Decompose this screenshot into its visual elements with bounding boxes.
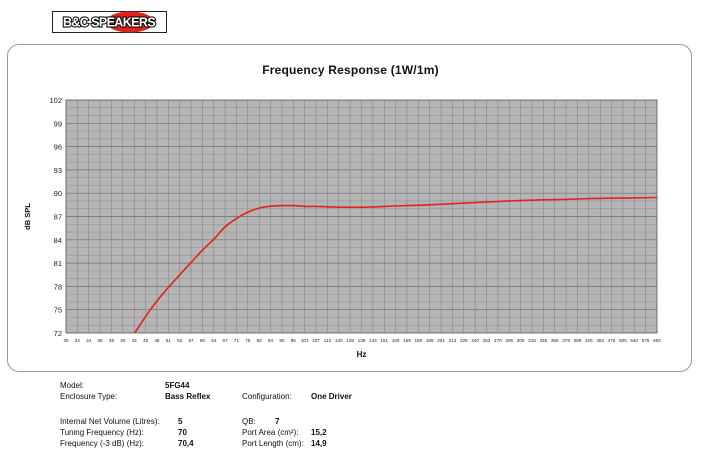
x-tick-label: 450 [596, 338, 604, 343]
y-tick-label: 87 [54, 213, 62, 222]
x-tick-label: 300 [517, 338, 525, 343]
x-tick-label: 36 [98, 338, 104, 343]
x-tick-label: 101 [301, 338, 309, 343]
configuration-value: One Driver [311, 392, 352, 401]
port-length-value: 14,9 [311, 439, 327, 448]
x-tick-label: 38 [109, 338, 115, 343]
y-axis-label: dB SPL [23, 203, 32, 230]
enclosure-label: Enclosure Type: [60, 392, 118, 401]
x-tick-label: 67 [223, 338, 229, 343]
y-tick-label: 99 [54, 119, 62, 128]
x-tick-label: 425 [585, 338, 593, 343]
x-tick-label: 60 [200, 338, 206, 343]
x-tick-label: 575 [642, 338, 650, 343]
x-tick-label: 378 [562, 338, 570, 343]
x-tick-label: 225 [460, 338, 468, 343]
x-tick-label: 128 [346, 338, 354, 343]
x-tick-label: 34 [86, 338, 92, 343]
x-tick-label: 253 [483, 338, 491, 343]
x-tick-label: 151 [380, 338, 388, 343]
y-tick-label: 102 [49, 96, 62, 105]
x-tick-label: 169 [403, 338, 411, 343]
x-tick-label: 51 [166, 338, 172, 343]
x-tick-label: 54 [177, 338, 183, 343]
volume-value: 5 [178, 417, 183, 426]
model-label: Model: [60, 381, 85, 390]
x-tick-label: 356 [551, 338, 559, 343]
bc-speakers-logo: B&C SPEAKERS [52, 11, 167, 33]
svg-text:B&C SPEAKERS: B&C SPEAKERS [63, 16, 155, 30]
configuration-label: Configuration: [242, 392, 292, 401]
x-tick-label: 84 [268, 338, 274, 343]
x-tick-label: 240 [471, 338, 479, 343]
volume-label: Internal Net Volume (Litres): [60, 417, 160, 426]
y-tick-label: 78 [54, 282, 62, 291]
x-tick-label: 45 [143, 338, 149, 343]
y-tick-label: 75 [54, 306, 62, 315]
x-tick-label: 135 [358, 338, 366, 343]
x-axis-label: Hz [357, 350, 367, 359]
y-tick-label: 90 [54, 189, 62, 198]
x-tick-label: 213 [449, 338, 457, 343]
x-tick-label: 398 [574, 338, 582, 343]
x-tick-label: 201 [437, 338, 445, 343]
x-tick-label: 40 [120, 338, 126, 343]
x-tick-label: 80 [257, 338, 263, 343]
f3-label: Frequency (-3 dB) (Hz): [60, 439, 145, 448]
tuning-label: Tuning Frequency (Hz): [60, 428, 144, 437]
qb-value: 7 [275, 417, 280, 426]
x-tick-label: 71 [234, 338, 240, 343]
x-tick-label: 270 [494, 338, 502, 343]
x-tick-label: 159 [392, 338, 400, 343]
enclosure-value: Bass Reflex [165, 392, 211, 401]
port-length-label: Port Length (cm): [242, 439, 304, 448]
y-tick-label: 72 [54, 329, 62, 338]
y-tick-label: 93 [54, 166, 62, 175]
port-area-value: 15,2 [311, 428, 327, 437]
series-line [134, 196, 658, 334]
x-tick-label: 336 [540, 338, 548, 343]
x-tick-label: 32 [75, 338, 81, 343]
y-tick-label: 96 [54, 143, 62, 152]
qb-label: QB: [242, 417, 256, 426]
frequency-response-chart: 72 75 78 81 84 87 90 93 96 99 102 30 32 34 36 38 40 42 45 4… [23, 96, 661, 359]
x-tick-label: 57 [188, 338, 194, 343]
chart-title: Frequency Response (1W/1m) [262, 63, 439, 77]
x-tick-label: 475 [608, 338, 616, 343]
x-tick-label: 540 [630, 338, 638, 343]
x-tick-label: 120 [335, 338, 343, 343]
x-tick-label: 318 [528, 338, 536, 343]
tuning-value: 70 [178, 428, 187, 437]
x-tick-label: 500 [619, 338, 627, 343]
port-area-label: Port Area (cm²): [242, 428, 299, 437]
x-tick-label: 75 [245, 338, 251, 343]
x-tick-label: 42 [132, 338, 138, 343]
f3-value: 70,4 [178, 439, 194, 448]
x-tick-label: 64 [211, 338, 217, 343]
x-tick-label: 189 [426, 338, 434, 343]
x-tick-label: 30 [63, 338, 69, 343]
x-tick-label: 113 [324, 338, 332, 343]
x-tick-label: 95 [291, 338, 297, 343]
y-tick-label: 84 [54, 236, 62, 245]
x-tick-label: 48 [154, 338, 160, 343]
x-tick-label: 285 [505, 338, 513, 343]
x-tick-label: 180 [414, 338, 422, 343]
x-tick-label: 600 [653, 338, 661, 343]
x-tick-label: 107 [312, 338, 320, 343]
x-tick-label: 143 [369, 338, 377, 343]
y-tick-label: 81 [54, 259, 62, 268]
x-tick-label: 90 [279, 338, 285, 343]
model-value: 5FG44 [165, 381, 190, 390]
